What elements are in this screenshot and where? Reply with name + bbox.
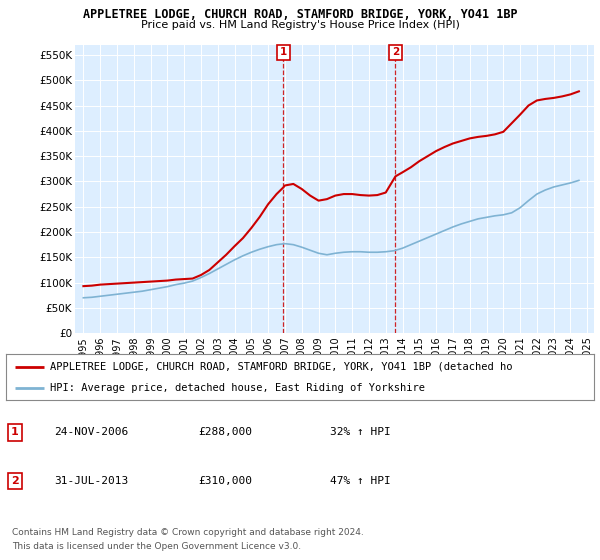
Text: 47% ↑ HPI: 47% ↑ HPI xyxy=(330,476,391,486)
Text: APPLETREE LODGE, CHURCH ROAD, STAMFORD BRIDGE, YORK, YO41 1BP: APPLETREE LODGE, CHURCH ROAD, STAMFORD B… xyxy=(83,8,517,21)
Text: HPI: Average price, detached house, East Riding of Yorkshire: HPI: Average price, detached house, East… xyxy=(50,383,425,393)
Text: APPLETREE LODGE, CHURCH ROAD, STAMFORD BRIDGE, YORK, YO41 1BP (detached ho: APPLETREE LODGE, CHURCH ROAD, STAMFORD B… xyxy=(50,362,512,372)
Text: £288,000: £288,000 xyxy=(198,427,252,437)
Text: 24-NOV-2006: 24-NOV-2006 xyxy=(54,427,128,437)
Text: This data is licensed under the Open Government Licence v3.0.: This data is licensed under the Open Gov… xyxy=(12,542,301,550)
Text: 2: 2 xyxy=(392,47,399,57)
Text: 2: 2 xyxy=(11,476,19,486)
Text: 31-JUL-2013: 31-JUL-2013 xyxy=(54,476,128,486)
Text: Price paid vs. HM Land Registry's House Price Index (HPI): Price paid vs. HM Land Registry's House … xyxy=(140,20,460,30)
Text: 1: 1 xyxy=(11,427,19,437)
Text: 32% ↑ HPI: 32% ↑ HPI xyxy=(330,427,391,437)
Text: £310,000: £310,000 xyxy=(198,476,252,486)
Text: Contains HM Land Registry data © Crown copyright and database right 2024.: Contains HM Land Registry data © Crown c… xyxy=(12,528,364,536)
Text: 1: 1 xyxy=(280,47,287,57)
